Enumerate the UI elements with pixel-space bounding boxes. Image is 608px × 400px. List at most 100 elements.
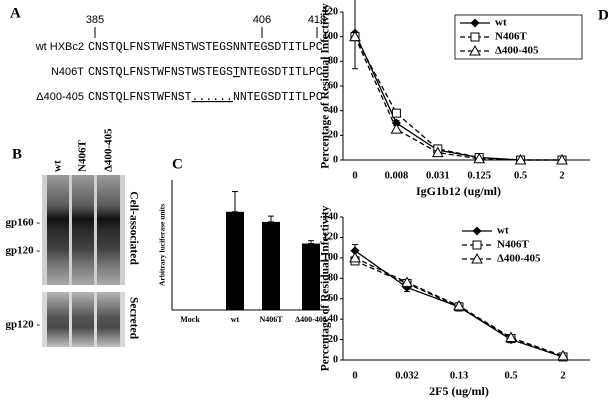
residue-position: 406 xyxy=(253,14,271,26)
bar xyxy=(302,243,320,310)
residue-position: 385 xyxy=(86,14,104,26)
gel-lane xyxy=(72,292,94,347)
x-tick-label: 0.125 xyxy=(467,170,491,181)
x-tick-label: 2 xyxy=(559,170,564,181)
legend-label: Δ400-405 xyxy=(497,253,541,265)
mutation: T xyxy=(233,66,240,79)
y-tick-label: 120 xyxy=(323,232,338,243)
panel-label: D xyxy=(598,7,608,23)
panel-label: A xyxy=(10,5,21,21)
fraction-label: Secreted xyxy=(127,297,139,340)
lane-label: N406T xyxy=(77,140,89,172)
legend-label: Δ400-405 xyxy=(495,45,539,57)
sequence: CNSTQLFNSTWFNSTWSTEGSNNTEGSDTITLPC xyxy=(88,41,323,54)
bar xyxy=(262,221,280,310)
y-tick-label: 140 xyxy=(323,211,338,222)
x-tick-label: Δ400-405 xyxy=(295,315,327,324)
mutation: ...... xyxy=(192,91,233,104)
panel-label: C xyxy=(172,156,183,172)
sequence-part: NTEGSDTITLPC xyxy=(240,66,323,79)
y-tick-label: 40 xyxy=(328,105,338,116)
y-tick-label: 80 xyxy=(328,273,338,284)
marker xyxy=(401,276,413,287)
x-tick-label: 0 xyxy=(352,170,357,181)
legend-label: N406T xyxy=(497,239,529,251)
sequence: CNSTQLFNSTWFNST......NNTEGSDTITLPC xyxy=(88,91,323,104)
sequence-name: wt HXBc2 xyxy=(35,41,84,53)
y-tick-label: 0 xyxy=(333,354,338,365)
marker xyxy=(453,299,465,311)
band-label: gp160 - xyxy=(5,217,40,229)
y-tick-label: 60 xyxy=(328,80,338,91)
lane-label: wt xyxy=(52,160,64,172)
x-tick-label: 2 xyxy=(560,370,565,381)
sequence-part: CNSTQLFNSTWFNST xyxy=(88,91,192,104)
gel xyxy=(42,175,125,347)
x-tick-label: 0.032 xyxy=(395,370,419,381)
legend-frame xyxy=(454,14,583,60)
marker xyxy=(505,331,517,343)
sequence-name: Δ400-405 xyxy=(36,91,84,103)
sequence-name: N406T xyxy=(51,66,84,78)
y-tick-label: 20 xyxy=(328,334,338,345)
legend-label: wt xyxy=(495,17,507,29)
y-tick-label: 100 xyxy=(323,252,338,263)
y-axis-label: Percentage of Residual Infectivity xyxy=(320,3,332,169)
y-tick-label: 20 xyxy=(328,130,338,141)
sequence-part: NNTEGSDTITLPC xyxy=(233,91,323,104)
marker xyxy=(557,349,569,361)
x-axis-label: IgG1b12 (ug/ml) xyxy=(416,184,501,198)
y-tick-label: 100 xyxy=(323,31,338,42)
marker xyxy=(391,108,401,118)
sequence-part: CNSTQLFNSTWFNSTWSTEGS xyxy=(88,66,233,79)
y-tick-label: 40 xyxy=(328,313,338,324)
marker xyxy=(556,153,568,165)
marker xyxy=(472,240,482,250)
x-tick-label: N406T xyxy=(259,315,283,324)
gel-lane xyxy=(47,292,69,347)
y-axis-label: Percentage of Residual Infectivity xyxy=(320,205,332,371)
marker xyxy=(431,146,444,158)
y-tick-label: 0 xyxy=(333,154,338,165)
sequence: CNSTQLFNSTWFNSTWSTEGSTNTEGSDTITLPC xyxy=(88,66,323,79)
x-tick-label: Mock xyxy=(180,315,200,324)
marker xyxy=(350,246,360,256)
x-axis-label: 2F5 (ug/ml) xyxy=(429,384,489,398)
y-axis-label: Arbitrary luciferase units xyxy=(158,204,167,286)
marker xyxy=(349,30,361,42)
marker xyxy=(514,153,527,165)
y-tick-label: 120 xyxy=(323,6,338,17)
x-tick-label: 0.008 xyxy=(385,170,409,181)
legend-label: wt xyxy=(497,225,509,237)
series-line xyxy=(354,36,562,161)
marker xyxy=(470,32,480,42)
x-tick-label: 0.031 xyxy=(426,170,450,181)
fraction-label: Cell-associated xyxy=(127,191,139,265)
marker xyxy=(470,18,480,28)
gel-lane xyxy=(97,292,120,347)
y-tick-label: 60 xyxy=(328,293,338,304)
y-tick-label: 80 xyxy=(328,56,338,67)
x-tick-label: 0.5 xyxy=(504,370,517,381)
x-tick-label: wt xyxy=(231,315,240,324)
gel-lane xyxy=(47,175,69,285)
x-tick-label: 0.5 xyxy=(514,170,527,181)
marker xyxy=(472,226,482,236)
x-tick-label: 0 xyxy=(352,370,357,381)
lane-label: Δ400-405 xyxy=(103,128,115,172)
series-line xyxy=(354,36,562,161)
marker xyxy=(473,152,486,164)
legend-label: N406T xyxy=(495,31,527,43)
x-tick-label: 0.13 xyxy=(450,370,468,381)
marker xyxy=(349,251,361,263)
gel-lane xyxy=(97,175,120,285)
band-label: gp120 - xyxy=(5,245,40,257)
band-label: gp120 - xyxy=(5,319,40,331)
marker xyxy=(471,252,483,264)
bar xyxy=(226,211,244,310)
gel-lane xyxy=(72,175,94,285)
marker xyxy=(469,44,481,56)
residue-position: 418 xyxy=(308,14,326,26)
